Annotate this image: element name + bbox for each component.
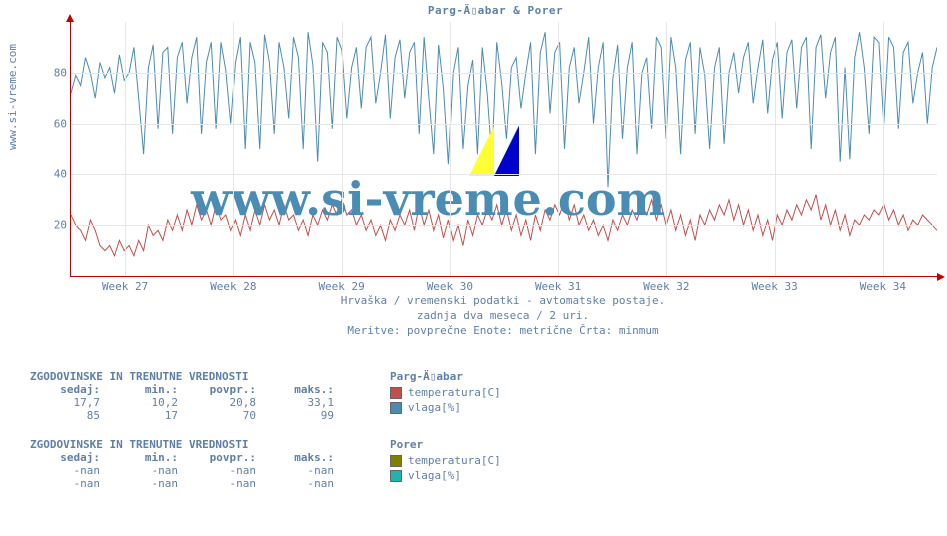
stats-cell: -nan xyxy=(264,464,342,477)
legend-label: temperatura[C] xyxy=(408,454,501,467)
x-tick-label: Week 29 xyxy=(302,280,382,293)
plot-area: www.si-vreme.com 20406080Week 27Week 28W… xyxy=(70,22,937,277)
stats-header-cell: min.: xyxy=(108,383,186,396)
stats-cell: -nan xyxy=(264,477,342,490)
x-tick-label: Week 27 xyxy=(85,280,165,293)
legend-item: temperatura[C] xyxy=(390,385,501,400)
gridline-v xyxy=(125,22,126,276)
gridline-v xyxy=(883,22,884,276)
chart-subtitle: Hrvaška / vremenski podatki - avtomatske… xyxy=(70,294,936,339)
y-tick-label: 60 xyxy=(47,117,67,130)
stats-block: ZGODOVINSKE IN TRENUTNE VREDNOSTIsedaj:m… xyxy=(30,438,342,490)
stats-cell: 17 xyxy=(108,409,186,422)
stats-cell: 99 xyxy=(264,409,342,422)
stats-header-cell: povpr.: xyxy=(186,383,264,396)
subtitle-line: zadnja dva meseca / 2 uri. xyxy=(70,309,936,324)
y-tick-label: 40 xyxy=(47,168,67,181)
legend-swatch-icon xyxy=(390,455,402,467)
legend-title: Porer xyxy=(390,438,501,451)
stats-header-cell: maks.: xyxy=(264,383,342,396)
stats-header-cell: povpr.: xyxy=(186,451,264,464)
stats-header-cell: sedaj: xyxy=(30,451,108,464)
stats-header-cell: min.: xyxy=(108,451,186,464)
chart: Parg-Ä▯abar & Porer www.si-vreme.com 204… xyxy=(44,0,947,330)
x-tick-label: Week 31 xyxy=(518,280,598,293)
legend-title: Parg-Ä▯abar xyxy=(390,370,501,383)
legend-label: temperatura[C] xyxy=(408,386,501,399)
legend: Porer temperatura[C] vlaga[%] xyxy=(390,438,501,483)
series-canvas xyxy=(71,22,937,276)
stats-data-row: 85177099 xyxy=(30,409,342,422)
gridline-v xyxy=(666,22,667,276)
stats-data-row: -nan-nan-nan-nan xyxy=(30,477,342,490)
x-tick-label: Week 33 xyxy=(735,280,815,293)
gridline-h xyxy=(71,73,937,74)
gridline-v xyxy=(342,22,343,276)
gridline-v xyxy=(450,22,451,276)
y-tick-label: 20 xyxy=(47,219,67,232)
stats-cell: -nan xyxy=(186,477,264,490)
stats-cell: 10,2 xyxy=(108,396,186,409)
stats-cell: -nan xyxy=(108,464,186,477)
stats-cell: 17,7 xyxy=(30,396,108,409)
stats-data-row: -nan-nan-nan-nan xyxy=(30,464,342,477)
stats-cell: 85 xyxy=(30,409,108,422)
stats-cell: 70 xyxy=(186,409,264,422)
x-tick-label: Week 28 xyxy=(193,280,273,293)
legend-swatch-icon xyxy=(390,402,402,414)
stats-header-cell: maks.: xyxy=(264,451,342,464)
gridline-h xyxy=(71,124,937,125)
stats-data-row: 17,710,220,833,1 xyxy=(30,396,342,409)
legend-label: vlaga[%] xyxy=(408,469,461,482)
y-tick-label: 80 xyxy=(47,66,67,79)
gridline-h xyxy=(71,174,937,175)
gridline-v xyxy=(775,22,776,276)
legend-label: vlaga[%] xyxy=(408,401,461,414)
series-vlaga xyxy=(71,32,937,187)
stats-caption: ZGODOVINSKE IN TRENUTNE VREDNOSTI xyxy=(30,370,342,383)
stats-header-row: sedaj:min.:povpr.:maks.: xyxy=(30,383,342,396)
stats-block: ZGODOVINSKE IN TRENUTNE VREDNOSTIsedaj:m… xyxy=(30,370,342,422)
subtitle-line: Hrvaška / vremenski podatki - avtomatske… xyxy=(70,294,936,309)
legend-swatch-icon xyxy=(390,470,402,482)
chart-title: Parg-Ä▯abar & Porer xyxy=(44,0,947,17)
x-tick-label: Week 30 xyxy=(410,280,490,293)
stats-header-row: sedaj:min.:povpr.:maks.: xyxy=(30,451,342,464)
stats-tables: ZGODOVINSKE IN TRENUTNE VREDNOSTIsedaj:m… xyxy=(30,370,342,506)
stats-cell: -nan xyxy=(108,477,186,490)
gridline-h xyxy=(71,225,937,226)
gridline-v xyxy=(558,22,559,276)
legend-swatch-icon xyxy=(390,387,402,399)
stats-cell: -nan xyxy=(30,477,108,490)
subtitle-line: Meritve: povprečne Enote: metrične Črta:… xyxy=(70,324,936,339)
legend-item: temperatura[C] xyxy=(390,453,501,468)
stats-cell: 33,1 xyxy=(264,396,342,409)
x-tick-label: Week 32 xyxy=(626,280,706,293)
stats-cell: -nan xyxy=(30,464,108,477)
legend-item: vlaga[%] xyxy=(390,468,501,483)
gridline-v xyxy=(233,22,234,276)
stats-cell: -nan xyxy=(186,464,264,477)
stats-caption: ZGODOVINSKE IN TRENUTNE VREDNOSTI xyxy=(30,438,342,451)
stats-header-cell: sedaj: xyxy=(30,383,108,396)
legend-item: vlaga[%] xyxy=(390,400,501,415)
x-tick-label: Week 34 xyxy=(843,280,923,293)
x-axis-arrow-icon xyxy=(937,273,945,281)
y-axis-arrow-icon xyxy=(66,14,74,22)
y-axis-attribution: www.si-vreme.com xyxy=(6,44,19,150)
stats-cell: 20,8 xyxy=(186,396,264,409)
legend: Parg-Ä▯abar temperatura[C] vlaga[%] xyxy=(390,370,501,415)
